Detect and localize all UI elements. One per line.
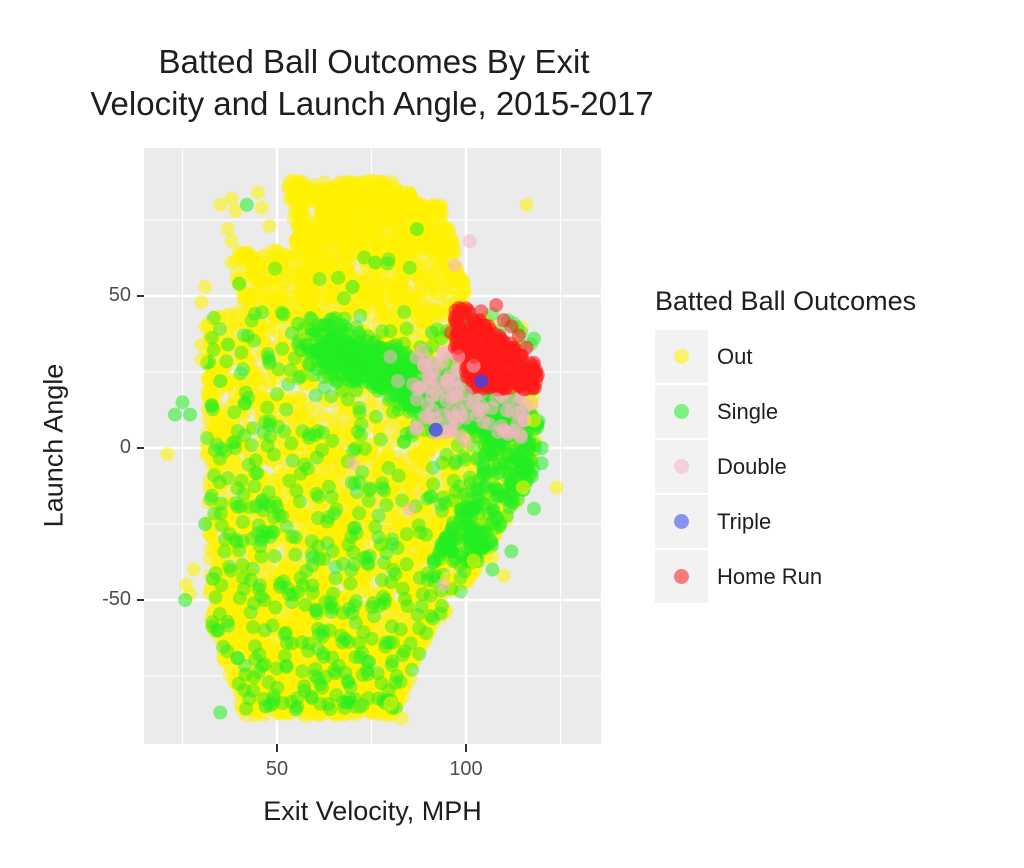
- legend-label: Triple: [717, 508, 772, 534]
- legend-dot-icon: [674, 569, 689, 584]
- legend-key: [655, 330, 708, 383]
- legend-item-home-run: Home Run: [655, 549, 916, 604]
- x-axis-label: Exit Velocity, MPH: [263, 796, 482, 826]
- legend-dot-icon: [674, 514, 689, 529]
- legend-label: Home Run: [717, 563, 823, 589]
- y-tick-label-0: 0: [119, 436, 131, 458]
- legend-key: [655, 440, 708, 493]
- legend-dot-icon: [674, 459, 689, 474]
- y-tick-label-neg50: -50: [102, 588, 131, 610]
- scatter-points: [160, 173, 564, 726]
- x-tick-label-100: 100: [449, 758, 483, 780]
- legend-dot-icon: [674, 404, 689, 419]
- legend-item-triple: Triple: [655, 494, 916, 549]
- legend-item-out: Out: [655, 329, 916, 384]
- legend-label: Out: [717, 343, 753, 369]
- chart-title-line-1: Batted Ball Outcomes By Exit: [158, 43, 590, 80]
- axis-ticks: [137, 295, 467, 752]
- y-tick-label-50: 50: [108, 284, 131, 306]
- chart-title-line-2: Velocity and Launch Angle, 2015-2017: [90, 85, 654, 122]
- legend: Batted Ball Outcomes Out Single Double T…: [655, 286, 916, 604]
- legend-key: [655, 550, 708, 603]
- x-tick-label-50: 50: [265, 758, 289, 780]
- legend-dot-icon: [674, 349, 689, 364]
- legend-item-single: Single: [655, 384, 916, 439]
- legend-title: Batted Ball Outcomes: [655, 286, 917, 316]
- legend-key: [655, 385, 708, 438]
- legend-key: [655, 495, 708, 548]
- legend-item-double: Double: [655, 439, 916, 494]
- legend-label: Single: [717, 398, 779, 424]
- legend-label: Double: [717, 453, 787, 479]
- y-axis-label: Launch Angle: [38, 363, 69, 528]
